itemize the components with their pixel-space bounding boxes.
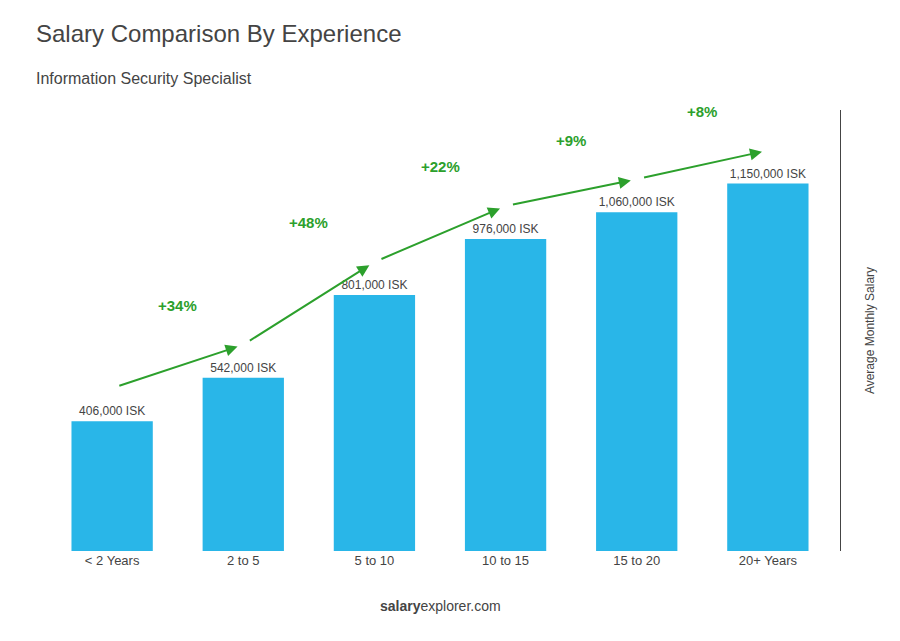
svg-text:+34%: +34% bbox=[158, 297, 197, 314]
svg-text:5 to 10: 5 to 10 bbox=[355, 553, 395, 568]
svg-text:542,000 ISK: 542,000 ISK bbox=[210, 361, 276, 375]
svg-text:Salary Comparison By Experienc: Salary Comparison By Experience bbox=[36, 20, 402, 47]
svg-text:+48%: +48% bbox=[289, 214, 328, 231]
svg-text:15 to 20: 15 to 20 bbox=[613, 553, 660, 568]
svg-text:Information Security Specialis: Information Security Specialist bbox=[36, 70, 252, 87]
svg-text:+8%: +8% bbox=[687, 103, 717, 120]
svg-text:salaryexplorer.com: salaryexplorer.com bbox=[380, 598, 501, 614]
svg-text:2 to 5: 2 to 5 bbox=[227, 553, 260, 568]
svg-text:1,150,000 ISK: 1,150,000 ISK bbox=[730, 167, 806, 181]
svg-text:1,060,000 ISK: 1,060,000 ISK bbox=[599, 195, 675, 209]
svg-text:406,000 ISK: 406,000 ISK bbox=[79, 404, 145, 418]
svg-text:< 2 Years: < 2 Years bbox=[85, 553, 140, 568]
svg-text:10 to 15: 10 to 15 bbox=[482, 553, 529, 568]
svg-text:Average Monthly Salary: Average Monthly Salary bbox=[863, 267, 877, 394]
svg-text:+9%: +9% bbox=[556, 132, 586, 149]
svg-text:976,000 ISK: 976,000 ISK bbox=[473, 222, 539, 236]
svg-text:801,000 ISK: 801,000 ISK bbox=[341, 278, 407, 292]
svg-text:20+ Years: 20+ Years bbox=[739, 553, 798, 568]
svg-text:+22%: +22% bbox=[421, 158, 460, 175]
